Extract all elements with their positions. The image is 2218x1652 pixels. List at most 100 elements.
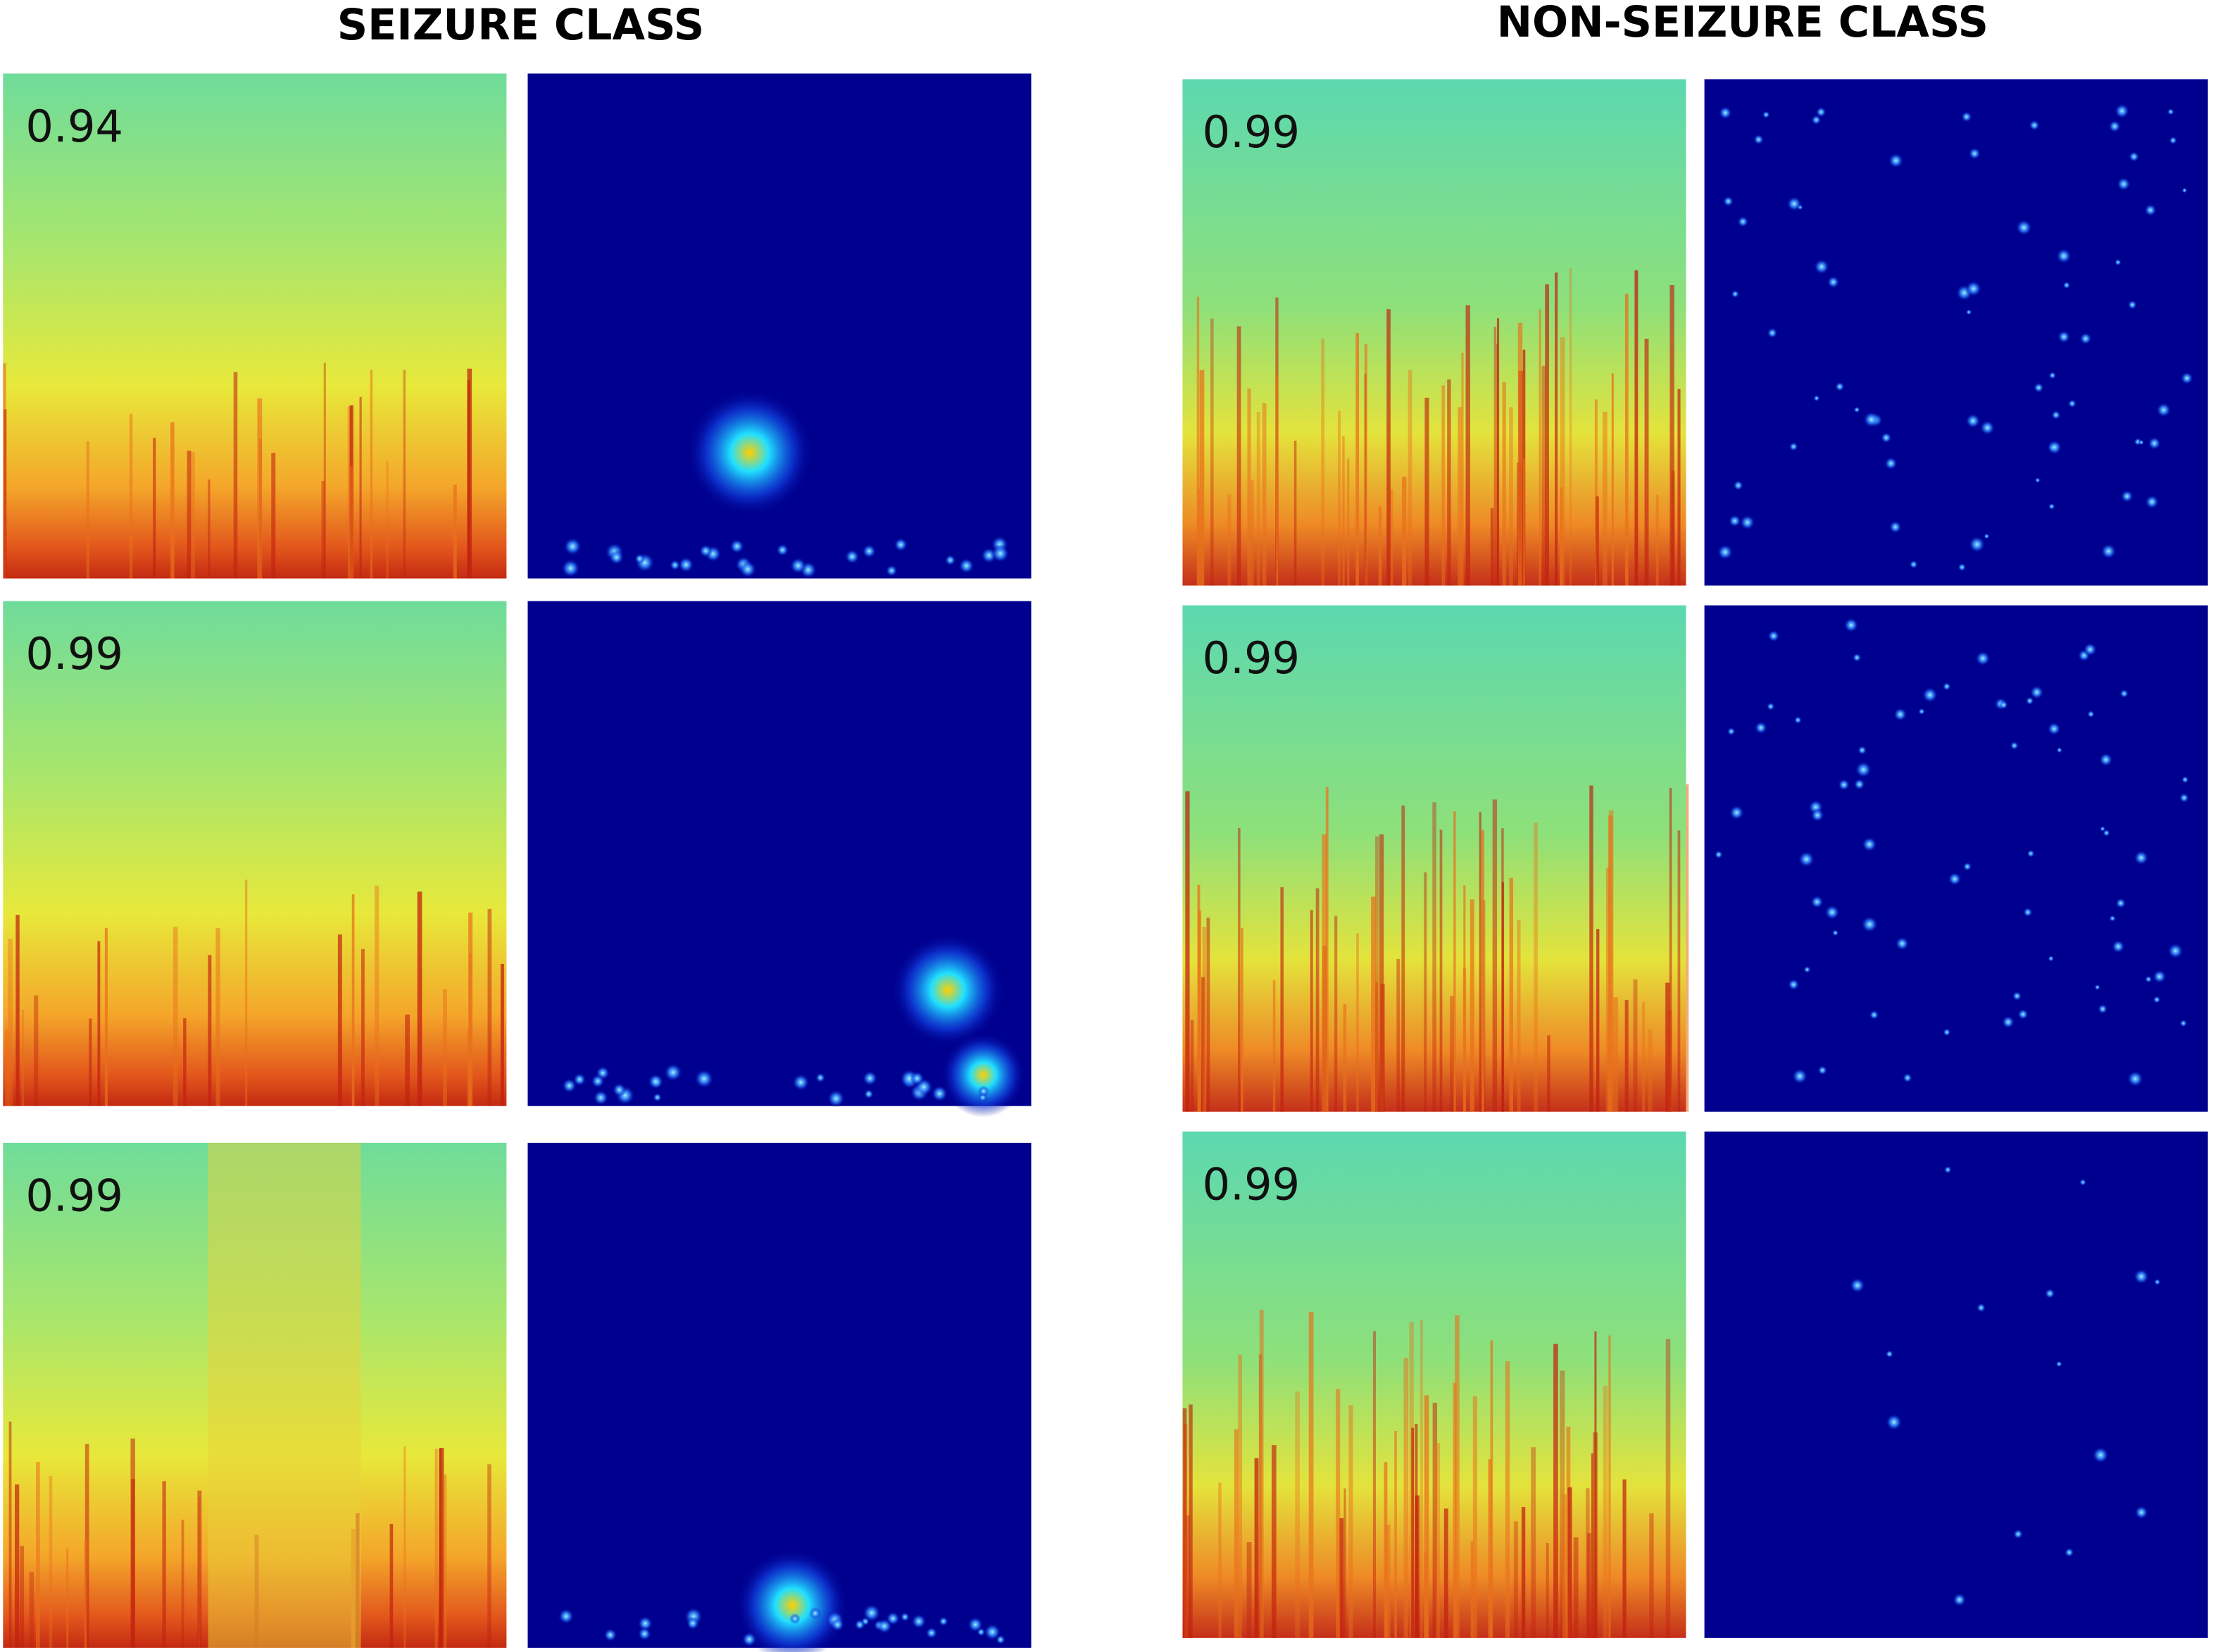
spectral-streak xyxy=(386,461,389,579)
saliency-dot xyxy=(1729,805,1745,820)
saliency-dot xyxy=(1810,895,1824,909)
spectral-streak xyxy=(1603,411,1608,586)
spectral-streak xyxy=(1403,1358,1409,1638)
saliency-dot xyxy=(2092,1446,2110,1464)
spectral-streak xyxy=(439,1448,441,1648)
spectral-streak xyxy=(1613,997,1619,1112)
spectral-streak xyxy=(1547,1035,1550,1112)
spectral-streak xyxy=(5,1029,8,1106)
spectral-streak xyxy=(1190,1020,1194,1112)
spectral-streak xyxy=(403,1446,406,1648)
saliency-dot xyxy=(2145,494,2160,509)
spectral-streak xyxy=(1348,1405,1353,1638)
saliency-dot xyxy=(2153,996,2161,1004)
saliency-hotspot xyxy=(940,1032,1026,1118)
spectral-streak xyxy=(1587,1533,1591,1638)
saliency-dot xyxy=(2126,1070,2144,1087)
spectral-streak xyxy=(1308,1311,1314,1638)
saliency-dot xyxy=(1962,862,1972,871)
spectral-streak xyxy=(1608,815,1613,1112)
saliency-dot xyxy=(2015,219,2032,236)
spectral-band xyxy=(208,1142,361,1648)
spectral-streak xyxy=(29,1572,34,1648)
saliency-dot xyxy=(2064,1547,2074,1558)
spectral-streak xyxy=(1343,1488,1346,1638)
saliency-dot xyxy=(1853,778,1865,790)
saliency-dot xyxy=(1731,289,1740,299)
spectral-streak xyxy=(1644,339,1649,586)
spectral-streak xyxy=(1372,1331,1377,1638)
spectral-streak xyxy=(1185,791,1190,1112)
spectral-streak xyxy=(208,955,212,1106)
saliency-dot xyxy=(609,549,625,565)
saliency-dot xyxy=(1953,1593,1967,1607)
saliency-dot xyxy=(2047,439,2062,455)
spectral-streak xyxy=(131,1479,135,1648)
saliency-dot xyxy=(694,1069,714,1089)
spectral-streak xyxy=(1347,458,1350,586)
saliency-dot xyxy=(2134,850,2149,865)
spectral-streak xyxy=(1325,787,1329,1112)
saliency-dot xyxy=(827,1089,845,1108)
spectral-streak xyxy=(1256,412,1260,586)
saliency-hotspot xyxy=(891,933,1005,1047)
spectral-streak xyxy=(1238,1354,1243,1638)
saliency-dot xyxy=(603,1628,618,1642)
spectral-streak xyxy=(1384,1462,1388,1638)
spectral-streak xyxy=(453,484,457,579)
saliency-dot xyxy=(2154,1278,2161,1286)
saliency-dot xyxy=(1834,382,1845,392)
saliency-dot xyxy=(1766,702,1775,711)
saliency-dot xyxy=(1884,456,1898,470)
saliency-dot xyxy=(1893,707,1907,722)
spectral-streak xyxy=(443,989,447,1106)
spectral-streak xyxy=(1472,1396,1477,1638)
saliency-dot xyxy=(591,1074,605,1089)
saliency-dot xyxy=(1727,727,1736,736)
saliency-dot xyxy=(944,554,956,566)
saliency-dot xyxy=(1880,432,1892,444)
saliency-dot xyxy=(2179,793,2189,803)
saliency-dot xyxy=(1918,708,1926,715)
spectral-streak xyxy=(351,894,355,1106)
saliency-dot xyxy=(1965,413,1981,429)
spectral-streak xyxy=(1501,882,1505,1112)
saliency-dot xyxy=(2114,103,2130,119)
saliency-dot xyxy=(1737,215,1749,227)
spectral-streak xyxy=(1513,1521,1518,1638)
saliency-map xyxy=(1704,1131,2208,1638)
spectral-streak xyxy=(1227,494,1232,586)
spectrogram xyxy=(1182,605,1686,1112)
saliency-dot xyxy=(1943,1028,1951,1037)
saliency-dot xyxy=(1814,258,1830,275)
spectral-streak xyxy=(1342,436,1345,586)
spectral-streak xyxy=(323,363,326,579)
saliency-dot xyxy=(2134,1506,2148,1520)
spectral-streak xyxy=(1375,836,1379,1112)
spectral-streak xyxy=(190,451,195,579)
saliency-dot xyxy=(1903,1072,1912,1083)
saliency-dot xyxy=(2134,1268,2150,1284)
saliency-dot xyxy=(739,561,757,578)
spectral-streak xyxy=(1202,927,1207,1112)
spectral-streak xyxy=(1470,1541,1474,1638)
spectral-streak xyxy=(1295,1391,1300,1638)
spectral-streak xyxy=(8,1421,12,1648)
spectral-streak xyxy=(1272,980,1276,1112)
spectral-streak xyxy=(359,396,362,579)
spectral-streak xyxy=(97,941,101,1106)
saliency-dot xyxy=(2083,642,2098,656)
spectral-streak xyxy=(84,1444,89,1648)
spectral-streak xyxy=(1390,489,1393,586)
saliency-dot xyxy=(2111,939,2125,953)
score-label: 0.99 xyxy=(1203,632,1301,684)
spectral-streak xyxy=(1677,389,1681,586)
spectral-streak xyxy=(405,1014,410,1106)
spectral-streak xyxy=(1199,370,1205,586)
spectral-streak xyxy=(1280,887,1284,1112)
spectral-streak xyxy=(1624,294,1629,586)
spectral-streak xyxy=(20,1546,25,1648)
spectral-streak xyxy=(1424,1553,1428,1638)
spectral-streak xyxy=(187,450,192,579)
